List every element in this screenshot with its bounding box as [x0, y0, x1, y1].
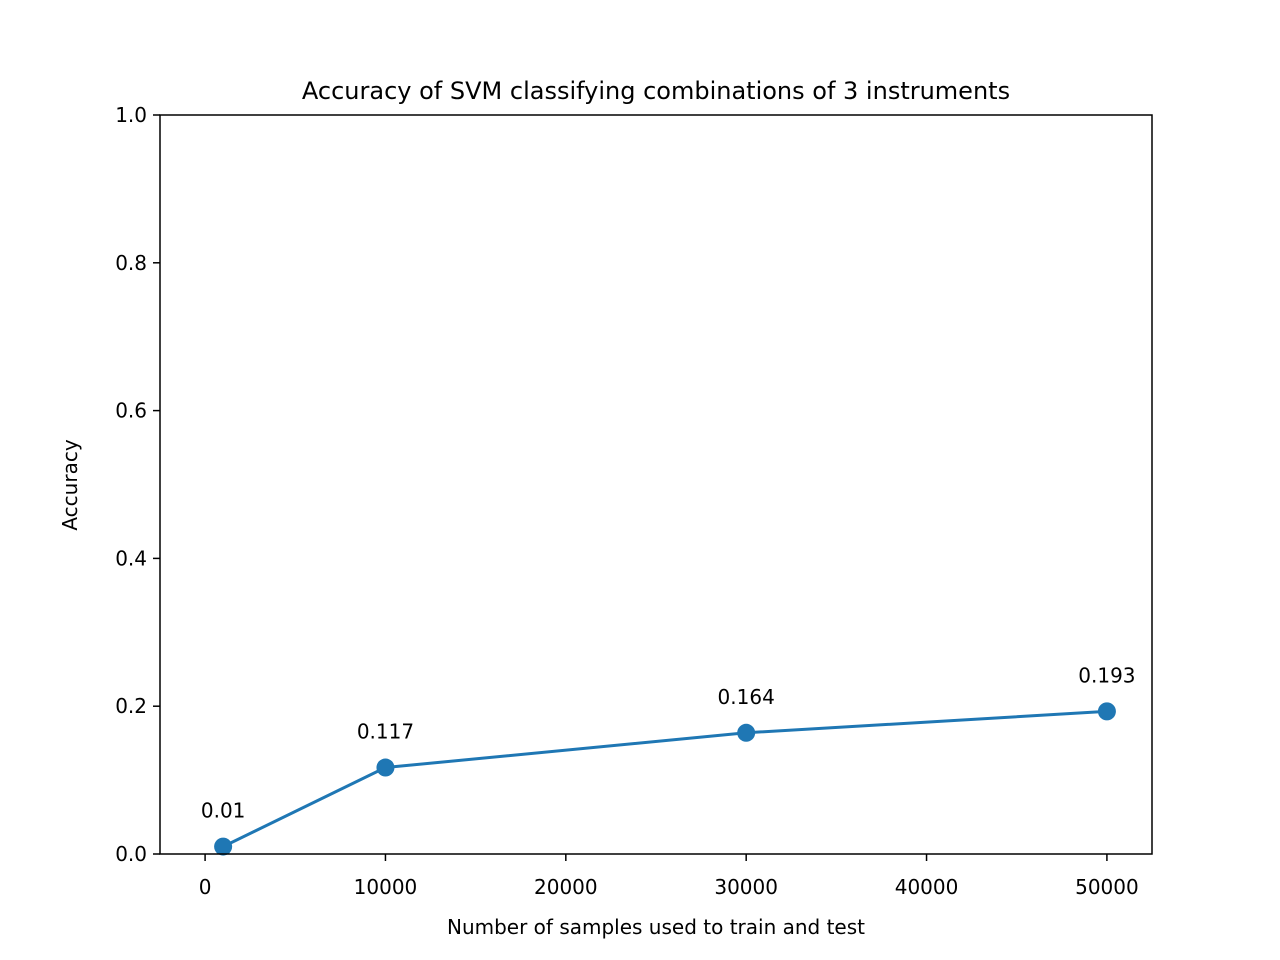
x-tick-label: 0: [199, 875, 212, 899]
y-tick-label: 0.2: [115, 694, 147, 718]
x-tick-label: 10000: [354, 875, 418, 899]
y-tick-label: 0.8: [115, 251, 147, 275]
data-point: [376, 758, 395, 777]
x-tick-label: 20000: [534, 875, 598, 899]
x-tick-label: 30000: [714, 875, 778, 899]
data-label: 0.01: [201, 799, 246, 823]
y-axis-label: Accuracy: [58, 439, 82, 530]
x-axis-label: Number of samples used to train and test: [447, 915, 865, 939]
data-point: [737, 723, 756, 742]
plot-frame: [159, 114, 1153, 855]
data-point: [1097, 702, 1116, 721]
y-tick-label: 0.0: [115, 842, 147, 866]
series-line: [221, 709, 1109, 849]
data-label: 0.193: [1078, 663, 1135, 687]
plot-area: 0.01 0.117 0.164 0.193: [201, 663, 1136, 856]
chart-title: Accuracy of SVM classifying combinations…: [302, 77, 1010, 105]
x-tick-label: 40000: [895, 875, 959, 899]
data-label: 0.117: [357, 720, 414, 744]
data-label: 0.164: [718, 685, 775, 709]
y-tick-label: 0.4: [115, 546, 147, 570]
y-tick-label: 1.0: [115, 103, 147, 127]
y-tick-label: 0.6: [115, 399, 147, 423]
data-point: [214, 837, 233, 856]
x-tick-label: 50000: [1075, 875, 1139, 899]
